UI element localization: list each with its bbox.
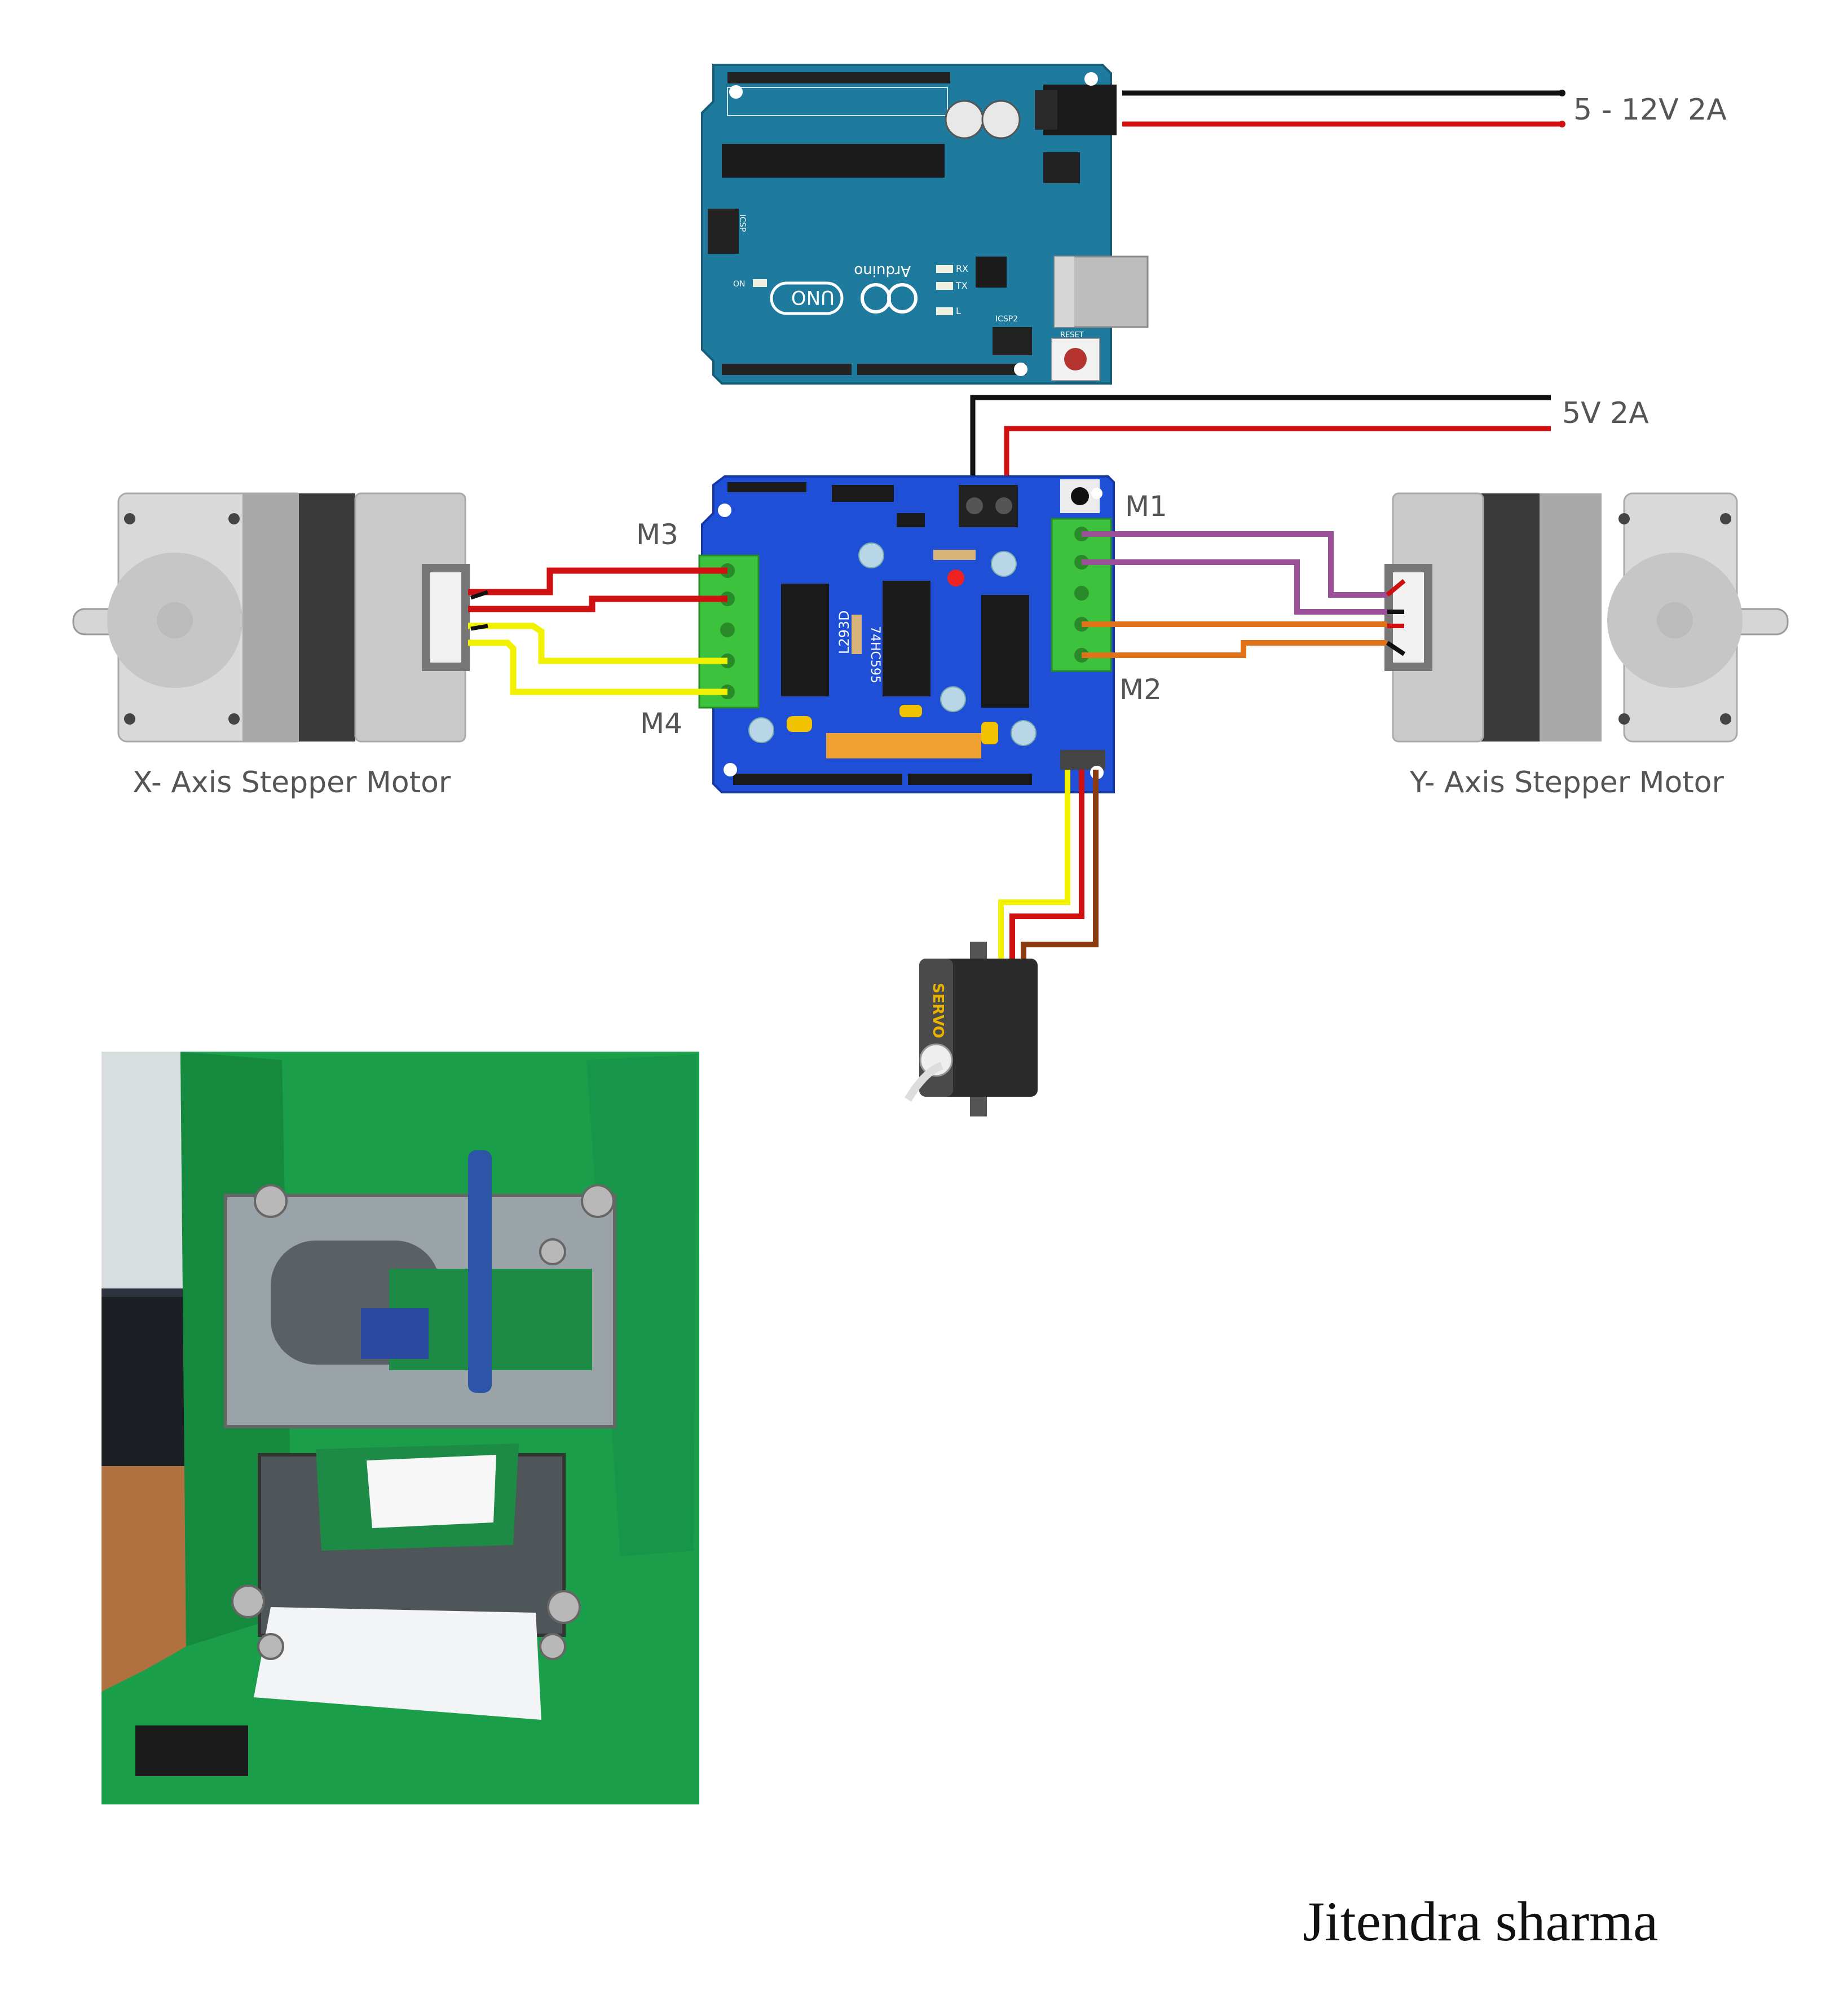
arduino-reset-text: RESET	[1060, 331, 1084, 339]
arduino-l-text: L	[956, 306, 961, 316]
arduino-on-text: ON	[733, 280, 746, 289]
main-power-wires	[1122, 90, 1565, 127]
arduino-icsp2-text: ICSP2	[995, 315, 1018, 324]
main-power-label: 5 - 12V 2A	[1573, 93, 1727, 127]
shield-chip2-text: 74HC595	[868, 626, 882, 683]
servo-wires	[998, 770, 1099, 959]
arduino-tx-text: TX	[955, 280, 968, 291]
port-label-m4: M4	[640, 707, 682, 740]
arduino-rx-text: RX	[956, 263, 968, 274]
x-axis-stepper-motor	[72, 492, 470, 743]
plotter-photo	[102, 1052, 699, 1804]
arduino-model-text: UNO	[791, 286, 835, 308]
port-label-m1: M1	[1125, 490, 1167, 523]
arduino-uno-board	[701, 64, 1149, 385]
y-motor-label: Y- Axis Stepper Motor	[1409, 766, 1724, 800]
motor-shield-board	[698, 475, 1115, 793]
arduino-brand-text: Arduino	[854, 262, 911, 279]
x-motor-wires	[468, 567, 727, 695]
port-label-m3: M3	[636, 518, 678, 551]
y-motor-wires	[1082, 531, 1406, 658]
servo-label-text: SERVO	[929, 983, 946, 1038]
shield-power-wires	[970, 395, 1551, 496]
servo-motor	[904, 942, 1038, 1116]
port-label-m2: M2	[1119, 673, 1162, 706]
y-axis-stepper-motor	[1384, 492, 1789, 743]
arduino-logo-icon	[770, 281, 918, 315]
author-name: Jitendra sharma	[1303, 1890, 1659, 1953]
shield-chip1-text: L293D	[836, 610, 852, 654]
arduino-icsp-text: ICSP	[738, 214, 747, 232]
shield-power-label: 5V 2A	[1562, 396, 1649, 430]
x-motor-label: X- Axis Stepper Motor	[133, 766, 451, 800]
